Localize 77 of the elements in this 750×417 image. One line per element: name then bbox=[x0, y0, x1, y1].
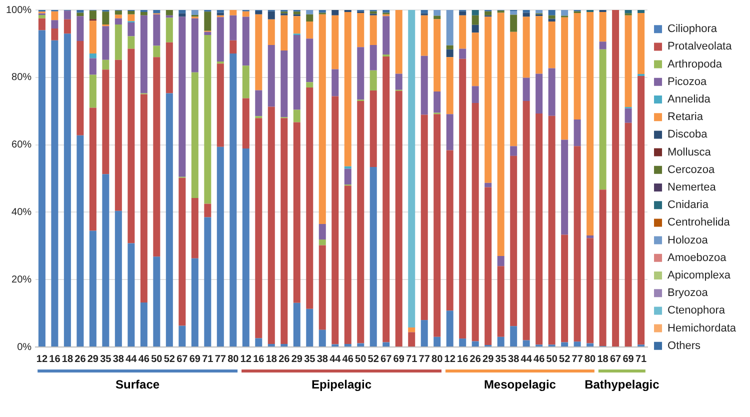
legend-label: Cercozoa bbox=[668, 164, 716, 176]
x-tick-label: 38 bbox=[112, 354, 124, 365]
legend-label: Retaria bbox=[668, 111, 704, 124]
legend-label: Picozoa bbox=[668, 76, 708, 88]
x-tick-label: 12 bbox=[240, 354, 252, 365]
x-tick-label: 50 bbox=[546, 354, 558, 365]
y-tick-label: 100% bbox=[6, 4, 32, 16]
x-tick-label: 38 bbox=[508, 354, 520, 365]
x-tick-label: 69 bbox=[622, 354, 634, 365]
legend-label: Protalveolata bbox=[668, 40, 733, 53]
x-tick-label: 12 bbox=[36, 354, 48, 365]
x-tick-label: 77 bbox=[418, 354, 430, 365]
y-tick-label: 40% bbox=[12, 206, 32, 218]
x-tick-label: 29 bbox=[291, 354, 303, 365]
x-tick-label: 69 bbox=[189, 354, 201, 365]
legend-label: Arthropoda bbox=[668, 58, 723, 70]
text: Surface bbox=[116, 377, 160, 392]
legend-label: Holozoa bbox=[668, 234, 709, 246]
x-tick-label: 71 bbox=[635, 354, 648, 365]
x-tick-label: 71 bbox=[202, 354, 214, 365]
x-tick-label: 67 bbox=[176, 354, 188, 365]
x-tick-label: 80 bbox=[584, 354, 596, 365]
x-tick-label: 44 bbox=[520, 354, 532, 365]
x-tick-label: 52 bbox=[559, 354, 571, 365]
y-tick-label: 20% bbox=[12, 274, 32, 286]
x-tick-label: 52 bbox=[164, 354, 176, 365]
x-tick-label: 29 bbox=[482, 354, 494, 365]
x-tick-label: 67 bbox=[380, 354, 392, 365]
y-tick-label: 80% bbox=[12, 72, 32, 84]
x-tick-label: 29 bbox=[87, 354, 99, 365]
legend-label: Bryozoa bbox=[668, 287, 709, 300]
x-tick-label: 35 bbox=[495, 354, 507, 365]
x-tick-label: 69 bbox=[393, 354, 405, 365]
x-tick-label: 18 bbox=[597, 354, 609, 365]
text: Mesopelagic bbox=[484, 377, 556, 392]
x-tick-label: 38 bbox=[316, 354, 328, 365]
legend-label: Annelida bbox=[668, 94, 712, 106]
x-tick-label: 46 bbox=[342, 354, 354, 365]
x-tick-label: 26 bbox=[74, 354, 86, 365]
legend-label: Amoebozoa bbox=[668, 252, 728, 264]
x-tick-label: 26 bbox=[278, 354, 290, 365]
x-tick-label: 44 bbox=[330, 354, 342, 365]
x-tick-label: 35 bbox=[304, 354, 316, 365]
legend-label: Hemichordata bbox=[668, 322, 737, 334]
text: Epipelagic bbox=[311, 377, 372, 392]
text: Bathypelagic bbox=[584, 377, 660, 392]
x-tick-label: 26 bbox=[470, 354, 482, 365]
legend-label: Centrohelida bbox=[668, 216, 731, 229]
legend-label: Nemertea bbox=[668, 182, 717, 194]
x-tick-label: 18 bbox=[266, 354, 278, 365]
x-tick-label: 44 bbox=[126, 354, 138, 365]
x-tick-label: 16 bbox=[49, 354, 61, 365]
legend-label: Others bbox=[668, 340, 702, 352]
legend-label: Cnidaria bbox=[668, 199, 710, 212]
x-tick-label: 50 bbox=[151, 354, 163, 365]
y-tick-label: 0% bbox=[17, 342, 32, 353]
x-tick-label: 18 bbox=[62, 354, 74, 365]
legend-label: Ctenophora bbox=[668, 304, 726, 317]
x-tick-label: 77 bbox=[572, 354, 584, 365]
x-tick-label: 50 bbox=[355, 354, 367, 365]
x-tick-label: 52 bbox=[368, 354, 380, 365]
x-tick-label: 16 bbox=[457, 354, 469, 365]
legend-label: Mollusca bbox=[668, 146, 712, 158]
x-tick-label: 71 bbox=[406, 354, 418, 365]
y-tick-label: 60% bbox=[12, 140, 32, 151]
x-tick-label: 46 bbox=[138, 354, 150, 365]
x-tick-label: 12 bbox=[444, 354, 456, 365]
legend-label: Ciliophora bbox=[668, 23, 718, 36]
x-tick-label: 16 bbox=[253, 354, 265, 365]
x-tick-label: 67 bbox=[610, 354, 622, 365]
legend-label: Discoba bbox=[668, 128, 708, 141]
x-tick-label: 80 bbox=[432, 354, 444, 365]
x-tick-label: 35 bbox=[100, 354, 112, 365]
x-tick-label: 80 bbox=[228, 354, 240, 365]
x-tick-label: 77 bbox=[214, 354, 226, 365]
legend-label: Apicomplexa bbox=[668, 270, 732, 282]
x-tick-label: 46 bbox=[534, 354, 546, 365]
